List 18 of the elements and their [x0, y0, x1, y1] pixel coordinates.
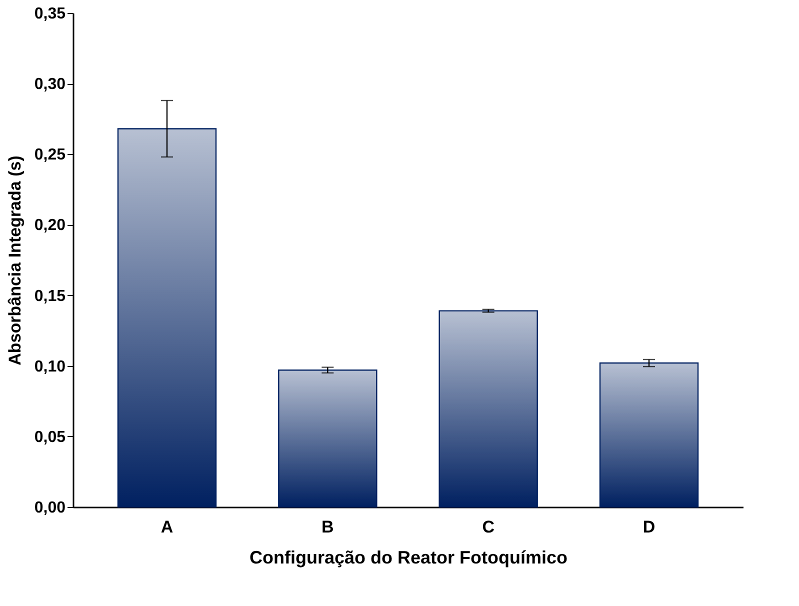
y-tick-label: 0,30 [34, 76, 66, 94]
y-tick-label: 0,25 [34, 146, 66, 164]
bar [117, 128, 217, 508]
x-axis-title: Configuração do Reator Fotoquímico [250, 548, 568, 568]
y-tick-label: 0,10 [34, 358, 66, 376]
bar [599, 362, 699, 508]
x-tick-label: A [160, 518, 174, 536]
x-tick-label: B [322, 518, 334, 536]
y-tick-label: 0,00 [34, 500, 66, 516]
bar [278, 369, 378, 508]
y-axis-title: Absorbância Integrada (s) [5, 156, 24, 366]
y-tick-label: 0,05 [34, 428, 66, 446]
x-tick-label: C [482, 518, 494, 536]
y-tick-label: 0,20 [34, 217, 66, 234]
y-tick-label: 0,15 [34, 288, 66, 305]
bar [438, 310, 538, 508]
y-tick-label: 0,35 [34, 6, 66, 22]
x-tick-label: D [642, 518, 656, 536]
